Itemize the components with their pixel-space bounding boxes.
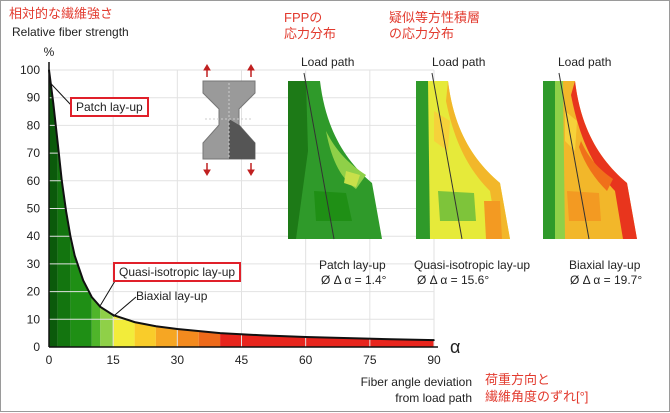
curve-point-5 xyxy=(69,235,72,237)
panel3-caption: Biaxial lay-up xyxy=(569,258,641,272)
y-tick-label-70: 70 xyxy=(27,146,41,160)
panel1-angle: Ø Δ α = 1.4° xyxy=(321,273,387,287)
band-7 xyxy=(155,326,178,347)
y-tick-label-100: 100 xyxy=(20,63,40,77)
biaxial-layup-label: Biaxial lay-up xyxy=(136,289,208,303)
y-unit-label: % xyxy=(44,45,55,59)
panel1-load-path: Load path xyxy=(301,55,355,69)
x-tick-label-75: 75 xyxy=(363,353,377,367)
xlabel-line2: from load path xyxy=(395,391,472,405)
strength-curve xyxy=(48,69,435,342)
y-tick-label-50: 50 xyxy=(27,202,41,216)
y-tick-label-20: 20 xyxy=(27,285,41,299)
panel3-stress-map xyxy=(543,72,637,240)
curve-point-15 xyxy=(262,334,264,337)
x-tick-label-90: 90 xyxy=(427,353,441,367)
curve-point-3 xyxy=(61,180,63,182)
ylabel-jp: 相対的な繊維強さ xyxy=(9,6,114,21)
patch-leader xyxy=(50,83,72,106)
band-5 xyxy=(113,315,135,347)
curve-point-18 xyxy=(390,338,393,341)
panel1-caption: Patch lay-up xyxy=(319,258,386,272)
curve-point-2 xyxy=(56,141,59,143)
curve-layer xyxy=(48,69,435,342)
specimen-shade xyxy=(229,119,255,159)
curve-point-12 xyxy=(155,325,157,328)
panel1-stress-map xyxy=(288,72,382,240)
x-tick-label-60: 60 xyxy=(299,353,313,367)
axes xyxy=(48,62,438,348)
quasi-title-line1: 疑似等方性積層 xyxy=(389,10,481,25)
panel3-load-path: Load path xyxy=(558,55,612,69)
curve-point-11 xyxy=(133,321,136,323)
ylabel-en: Relative fiber strength xyxy=(12,25,129,39)
quasi-layup-box: Quasi-isotropic lay-up xyxy=(113,262,242,282)
panel2-caption: Quasi-isotropic lay-up xyxy=(414,258,531,272)
band-6 xyxy=(134,322,156,347)
curve-point-1 xyxy=(52,102,55,105)
x-tick-label-45: 45 xyxy=(235,353,249,367)
quasi-title-line2: の応力分布 xyxy=(389,26,455,41)
curve-point-14 xyxy=(219,332,221,334)
xlabel-jp-line1: 荷重方向と xyxy=(485,372,551,387)
band-3 xyxy=(91,297,101,347)
y-tick-label-0: 0 xyxy=(33,340,40,354)
x-symbol-label: α xyxy=(450,337,460,357)
band-8 xyxy=(177,329,199,347)
y-tick-label-40: 40 xyxy=(27,229,41,243)
band-4 xyxy=(100,306,114,347)
curve-point-19 xyxy=(433,339,435,341)
band-9 xyxy=(198,331,221,347)
xlabel-line1: Fiber angle deviation xyxy=(360,375,472,389)
fpp-title-line2: 応力分布 xyxy=(284,26,337,41)
xlabel-jp-line2: 繊維角度のずれ[°] xyxy=(485,389,589,404)
y-tick-label-10: 10 xyxy=(27,312,41,326)
tick-labels: 0 10 20 30 40 50 60 70 80 90 100 0 15 30 45 60 75 90% α xyxy=(20,45,460,367)
curve-point-9 xyxy=(99,306,102,308)
curve-point-16 xyxy=(304,336,307,338)
panel2-load-path: Load path xyxy=(432,55,486,69)
patch-layup-box: Patch lay-up xyxy=(70,97,149,117)
curve-point-4 xyxy=(65,210,67,213)
band-1 xyxy=(57,142,71,347)
biaxial-leader xyxy=(112,296,137,317)
x-tick-label-30: 30 xyxy=(171,353,185,367)
curve-point-13 xyxy=(176,328,179,330)
x-tick-label-0: 0 xyxy=(46,353,53,367)
panel2-stress-map xyxy=(416,72,510,240)
y-tick-label-60: 60 xyxy=(27,174,41,188)
curve-point-6 xyxy=(73,254,76,257)
panel2-angle: Ø Δ α = 15.6° xyxy=(417,273,490,287)
curve-point-7 xyxy=(82,279,85,282)
x-tick-label-15: 15 xyxy=(106,353,120,367)
load-arrows xyxy=(203,64,255,176)
curve-point-8 xyxy=(90,296,93,298)
y-tick-label-90: 90 xyxy=(27,91,41,105)
fpp-title-line1: FPPの xyxy=(284,10,323,25)
y-tick-label-80: 80 xyxy=(27,118,41,132)
y-tick-label-30: 30 xyxy=(27,257,41,271)
curve-point-17 xyxy=(347,337,350,339)
panel3-angle: Ø Δ α = 19.7° xyxy=(570,273,643,287)
specimen-illustration xyxy=(202,64,256,176)
